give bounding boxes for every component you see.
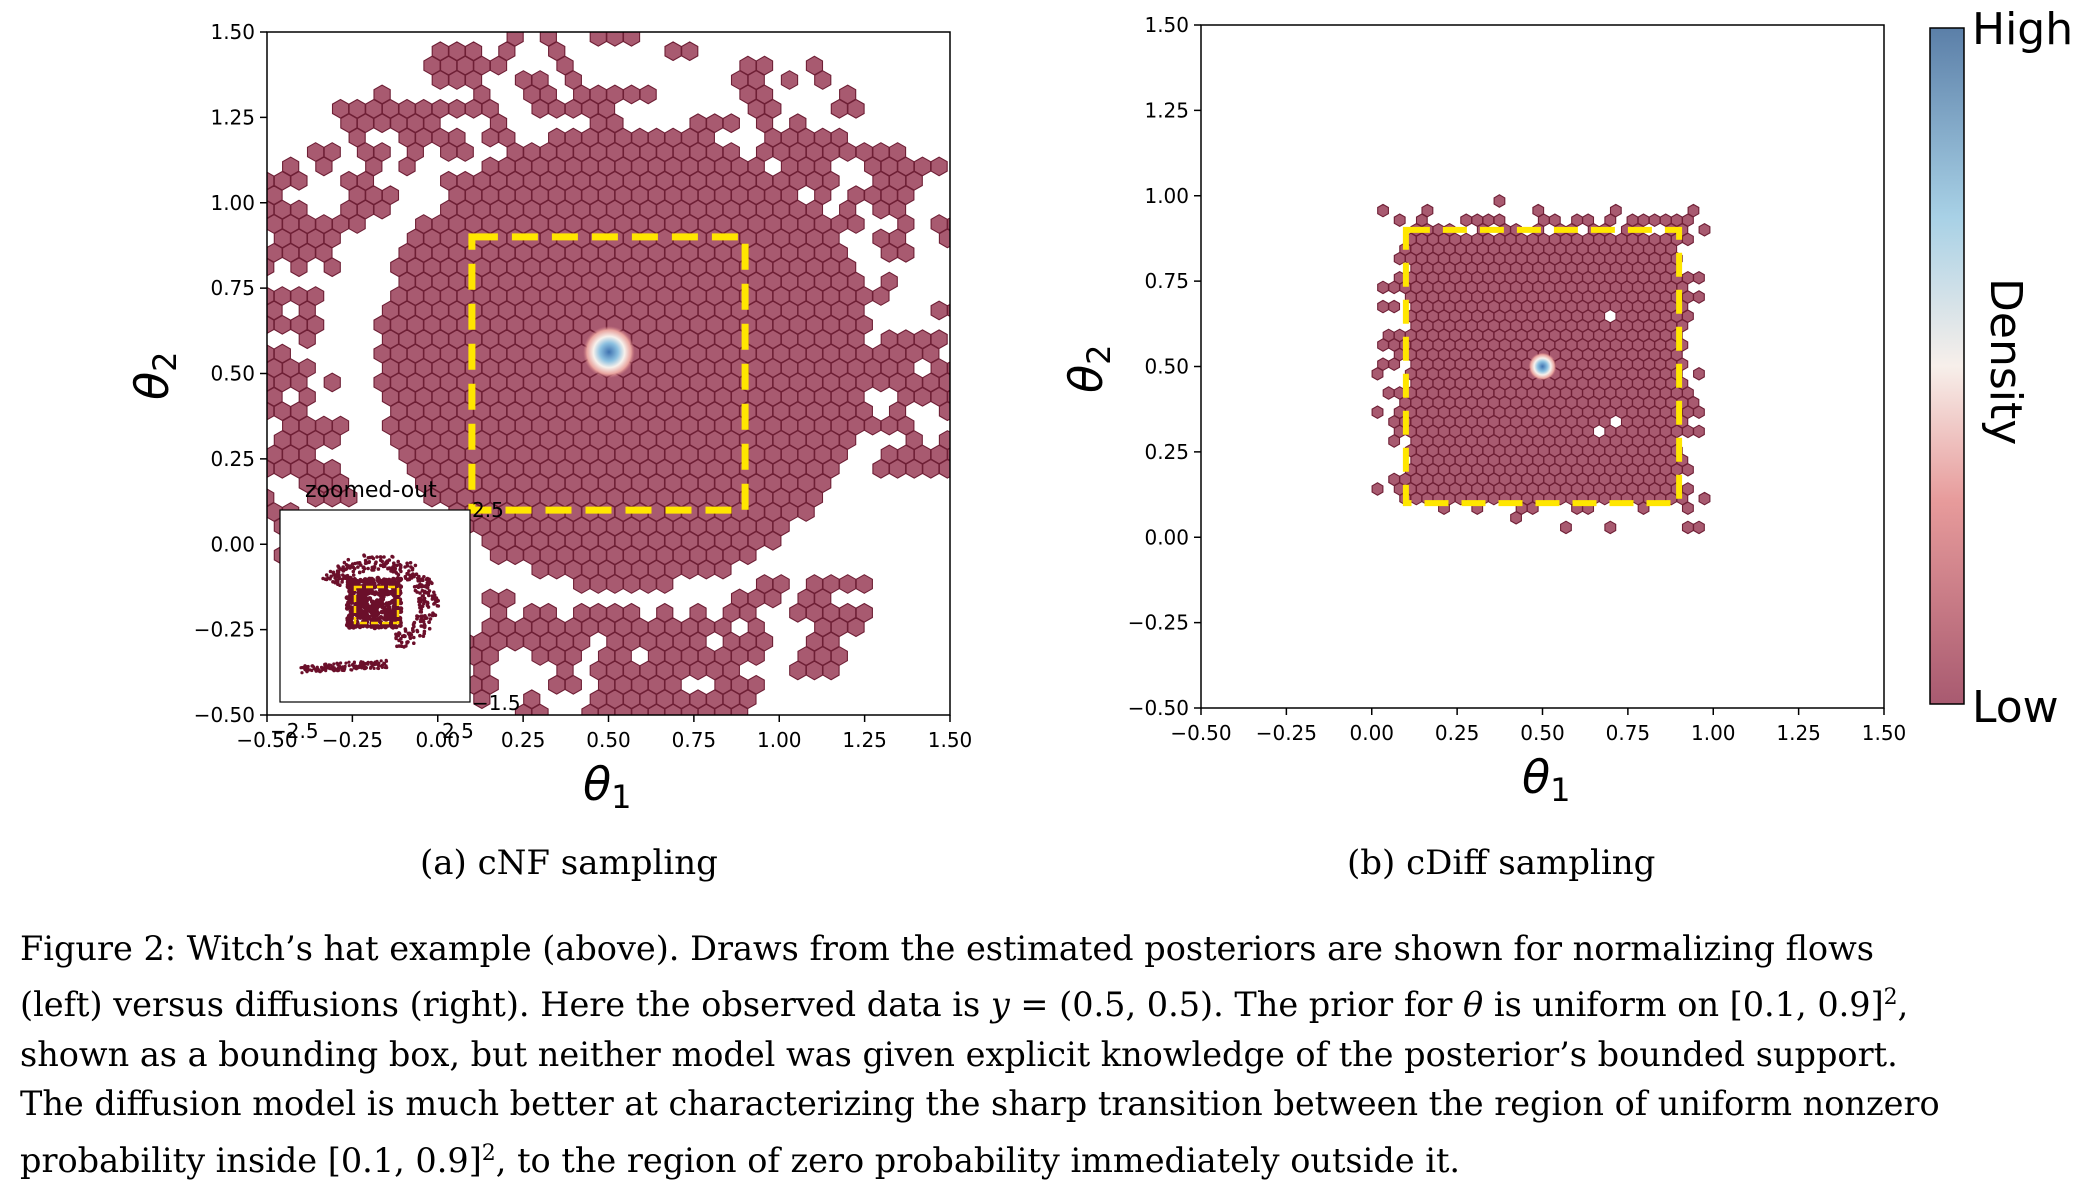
inset-xtick-left: −2.5	[270, 719, 319, 743]
inset-ytick-top: 2.5	[472, 498, 504, 522]
x-tick-label: 1.50	[928, 728, 973, 752]
x-tick-label: 1.00	[757, 728, 802, 752]
caption-segment: 2	[481, 1140, 496, 1166]
caption-line: shown as a bounding box, but neither mod…	[20, 1030, 2060, 1079]
y-tick-label: 1.25	[1144, 98, 1189, 122]
x-tick-label: 0.75	[1606, 721, 1651, 745]
x-tick-label: 0.25	[1435, 721, 1480, 745]
caption-segment: The diffusion model is much better at ch…	[20, 1084, 1940, 1124]
density-peak-b	[1528, 352, 1557, 381]
x-tick-label: 0.50	[586, 728, 631, 752]
x-tick-label: 0.00	[415, 728, 460, 752]
y-tick-label: −0.50	[1128, 696, 1189, 720]
caption-segment: Figure 2: Witch’s hat example (above). D…	[20, 929, 1874, 968]
y-tick-label: 0.75	[1144, 269, 1189, 293]
caption-segment: = (0.5, 0.5). The prior for	[1009, 985, 1464, 1025]
figure-caption: Figure 2: Witch’s hat example (above). D…	[20, 924, 2060, 1185]
caption-segment: ,	[1897, 985, 1909, 1025]
ticks-a: −0.50 −0.25 0.00 0.25 0.50 0.75 1.00 1.25 1.50 −0…	[194, 20, 973, 752]
hexbin-layer-a	[267, 32, 950, 715]
y-tick-label: 0.50	[1144, 355, 1189, 379]
caption-segment: shown as a bounding box, but neither mod…	[20, 1034, 1898, 1074]
prior-box-a	[468, 233, 749, 514]
caption-line: Figure 2: Witch’s hat example (above). D…	[20, 924, 2060, 973]
inset-zoomed-out: zoomed-out 2.5 −1.5 −2.5 2.5	[270, 478, 521, 743]
inset-scatter	[299, 553, 441, 675]
subcaption-b: (b) cDiff sampling	[1347, 843, 1656, 883]
x-tick-label: −0.25	[1256, 721, 1317, 745]
x-tick-label: 0.25	[501, 728, 546, 752]
hexbin-layer-b	[1371, 194, 1711, 535]
ylabel-a: θ2	[125, 351, 184, 400]
y-tick-label: 0.75	[210, 276, 255, 300]
caption-line: The diffusion model is much better at ch…	[20, 1079, 2060, 1128]
figure: −0.50 −0.25 0.00 0.25 0.50 0.75 1.00 1.25 1.50 −0…	[125, 4, 2073, 816]
colorbar-high-label: High	[1972, 4, 2073, 55]
colorbar: High Low Density	[1929, 4, 2073, 733]
y-tick-label: 0.00	[1144, 525, 1189, 549]
y-tick-label: 1.25	[210, 105, 255, 129]
caption-segment: , to the region of zero probability imme…	[495, 1140, 1461, 1180]
inset-title: zoomed-out	[305, 478, 437, 503]
y-tick-label: 1.00	[1144, 184, 1189, 208]
y-tick-label: 0.25	[210, 447, 255, 471]
y-tick-label: −0.25	[1128, 611, 1189, 635]
y-tick-label: −0.50	[194, 703, 255, 727]
ticks-b: −0.50 −0.25 0.00 0.25 0.50 0.75 1.00 1.25 1.50 −0…	[1128, 13, 1907, 745]
x-tick-label: 0.75	[672, 728, 717, 752]
caption-segment: θ	[1463, 985, 1484, 1025]
subcaption-a: (a) cNF sampling	[420, 843, 718, 883]
inset-ytick-bottom: −1.5	[472, 691, 521, 715]
x-tick-label: 1.00	[1691, 721, 1736, 745]
x-tick-label: 0.00	[1349, 721, 1394, 745]
caption-segment: y	[990, 985, 1010, 1025]
ylabel-b: θ2	[1059, 344, 1118, 393]
colorbar-gradient	[1929, 27, 1965, 705]
y-tick-label: 0.25	[1144, 440, 1189, 464]
caption-segment: 2	[1883, 985, 1898, 1011]
caption-line: probability inside [0.1, 0.9]2, to the r…	[20, 1129, 2060, 1186]
x-tick-label: −0.25	[322, 728, 383, 752]
caption-line: (left) versus diffusions (right). Here t…	[20, 973, 2060, 1030]
y-tick-label: −0.25	[194, 618, 255, 642]
y-tick-label: 0.00	[210, 532, 255, 556]
inset-xtick-right: 2.5	[442, 719, 474, 743]
x-tick-label: −0.50	[236, 728, 297, 752]
inset-prior-box	[353, 585, 400, 625]
prior-box-b	[1402, 226, 1683, 507]
caption-segment: (left) versus diffusions (right). Here t…	[20, 985, 991, 1025]
xlabel-a: θ1	[583, 757, 632, 816]
panel-a: −0.50 −0.25 0.00 0.25 0.50 0.75 1.00 1.25 1.50 −0…	[125, 20, 973, 816]
y-tick-label: 1.00	[210, 191, 255, 215]
caption-segment: is uniform on [0.1, 0.9]	[1483, 985, 1884, 1025]
colorbar-low-label: Low	[1972, 682, 2059, 733]
xlabel-b: θ1	[1522, 750, 1571, 809]
x-tick-label: 1.25	[842, 728, 887, 752]
panel-b: −0.50 −0.25 0.00 0.25 0.50 0.75 1.00 1.25 1.50 −0…	[1059, 13, 1906, 809]
y-tick-label: 1.50	[1144, 13, 1189, 37]
x-tick-label: −0.50	[1170, 721, 1231, 745]
y-tick-label: 0.50	[210, 362, 255, 386]
density-peak-a	[583, 326, 635, 378]
x-tick-label: 1.25	[1776, 721, 1821, 745]
colorbar-title: Density	[1980, 278, 2031, 445]
inset-points	[299, 553, 441, 675]
caption-segment: probability inside [0.1, 0.9]	[20, 1140, 482, 1180]
y-tick-label: 1.50	[210, 20, 255, 44]
x-tick-label: 1.50	[1862, 721, 1907, 745]
x-tick-label: 0.50	[1520, 721, 1565, 745]
